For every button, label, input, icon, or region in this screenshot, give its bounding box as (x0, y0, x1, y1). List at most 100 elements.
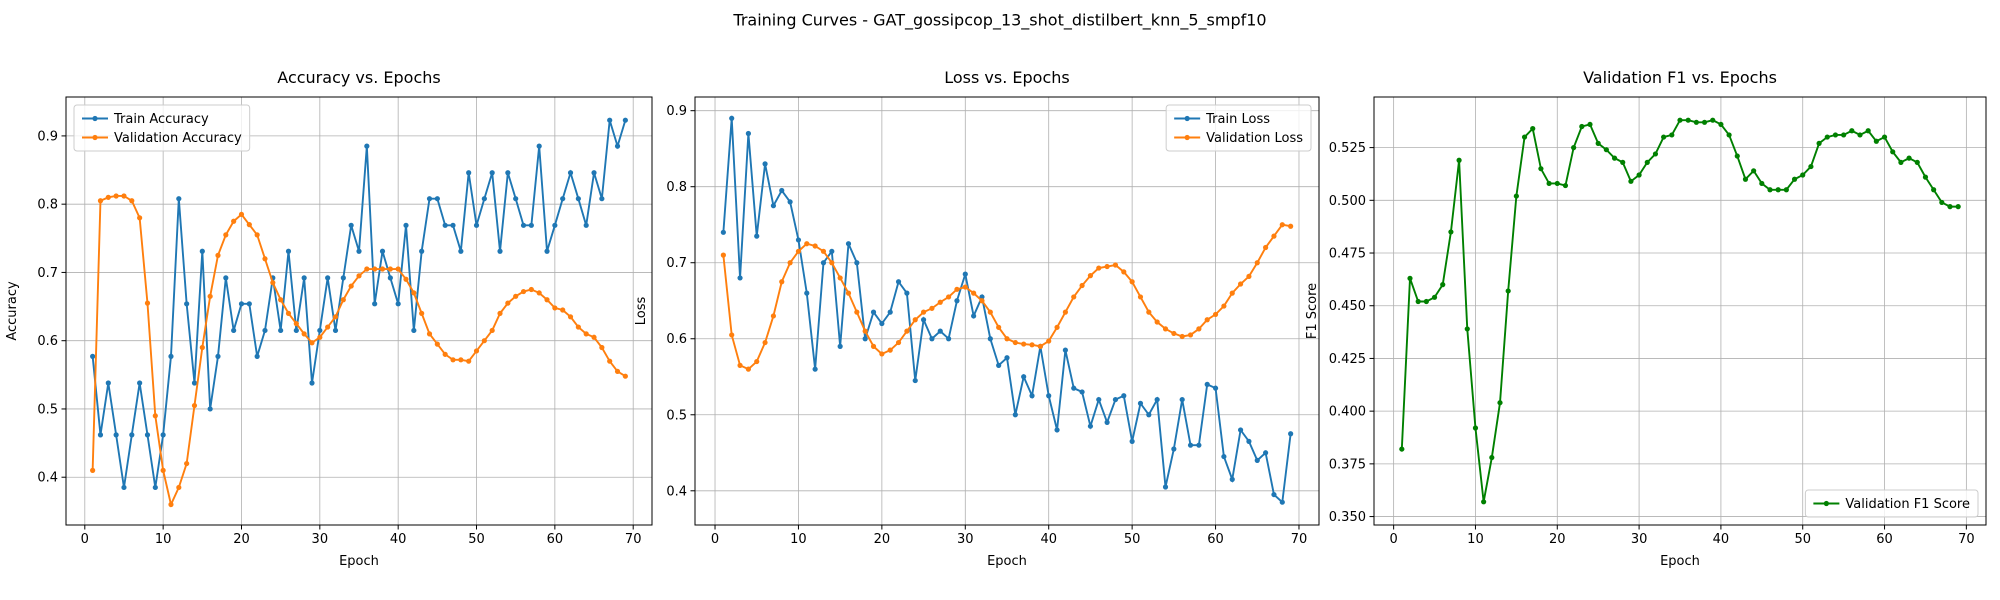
point (1415, 298, 1421, 305)
point (1212, 385, 1219, 391)
point (996, 362, 1002, 368)
point (105, 194, 111, 200)
point (419, 248, 425, 254)
x-tick-label: 60 (547, 532, 564, 547)
point (770, 313, 777, 319)
point (105, 380, 111, 386)
point (1229, 290, 1235, 296)
point (795, 248, 802, 254)
point (1246, 438, 1252, 444)
point (513, 293, 519, 299)
point (356, 273, 362, 279)
point (1271, 233, 1277, 239)
legend-swatch-marker (92, 115, 98, 122)
point (552, 222, 558, 228)
subplot: Validation F1 vs. Epochs 0 10 20 30 40 50 60 70 0… (1305, 68, 1987, 569)
point (1939, 199, 1945, 206)
point (325, 324, 331, 330)
point (583, 331, 589, 337)
point (937, 328, 943, 334)
point (544, 248, 550, 254)
point (854, 309, 860, 315)
point (607, 358, 613, 364)
y-tick-label: 0.475 (1329, 247, 1366, 262)
point (1718, 121, 1724, 128)
point (1221, 303, 1227, 309)
point (1620, 159, 1626, 165)
y-tick-label: 0.5 (37, 402, 58, 417)
point (395, 266, 401, 272)
point (450, 357, 456, 363)
point (575, 324, 581, 330)
point (622, 117, 628, 123)
point (1112, 262, 1119, 268)
point (144, 432, 151, 438)
point (231, 218, 237, 224)
y-tick-label: 0.425 (1329, 352, 1366, 367)
point (199, 344, 205, 351)
point (309, 340, 315, 346)
point (879, 320, 885, 327)
point (301, 275, 307, 281)
point (1046, 338, 1052, 344)
point (160, 432, 166, 438)
point (160, 467, 166, 473)
point (614, 368, 621, 375)
point (544, 297, 550, 303)
point (729, 115, 735, 121)
y-tick-label: 0.4 (666, 484, 687, 499)
point (332, 327, 339, 334)
point (560, 307, 566, 313)
subplot-title: Accuracy vs. Epochs (277, 68, 440, 87)
subplot: Accuracy vs. Epochs 0 10 20 30 40 50 60 70 0.4 0.5… (5, 68, 653, 569)
point (870, 309, 877, 315)
axes-frame (694, 96, 1320, 526)
point (1890, 149, 1896, 155)
point (946, 336, 952, 342)
point (340, 275, 346, 281)
point (403, 276, 409, 282)
point (737, 275, 743, 281)
point (1456, 157, 1462, 163)
point (1841, 132, 1847, 138)
point (1087, 423, 1094, 429)
legend-label: Validation Loss (1206, 131, 1303, 146)
point (1012, 412, 1018, 418)
point (1079, 282, 1085, 289)
point (1472, 425, 1479, 431)
point (372, 301, 378, 307)
point (887, 309, 893, 315)
point (168, 501, 174, 508)
point (207, 406, 213, 412)
y-tick-label: 0.9 (666, 104, 687, 119)
point (1196, 442, 1202, 448)
x-tick-label: 30 (312, 532, 329, 547)
point (1554, 180, 1560, 187)
point (599, 196, 605, 202)
point (1288, 223, 1294, 229)
x-tick-label: 0 (711, 532, 719, 547)
point (520, 222, 527, 228)
point (779, 187, 785, 194)
x-tick-label: 70 (625, 532, 642, 547)
x-tick-label: 10 (155, 532, 172, 547)
point (505, 300, 511, 306)
point (90, 467, 96, 473)
point (987, 309, 993, 315)
x-axis-label: Epoch (1660, 554, 1700, 569)
point (804, 241, 810, 247)
point (278, 297, 284, 303)
point (754, 358, 760, 365)
point (1611, 155, 1618, 161)
point (1129, 279, 1135, 285)
point (567, 314, 574, 320)
x-tick-label: 60 (1207, 532, 1224, 547)
point (1121, 269, 1127, 275)
point (812, 366, 818, 372)
y-tick-label: 0.375 (1329, 457, 1366, 472)
point (904, 328, 910, 334)
point (1062, 309, 1068, 315)
point (1037, 343, 1043, 349)
